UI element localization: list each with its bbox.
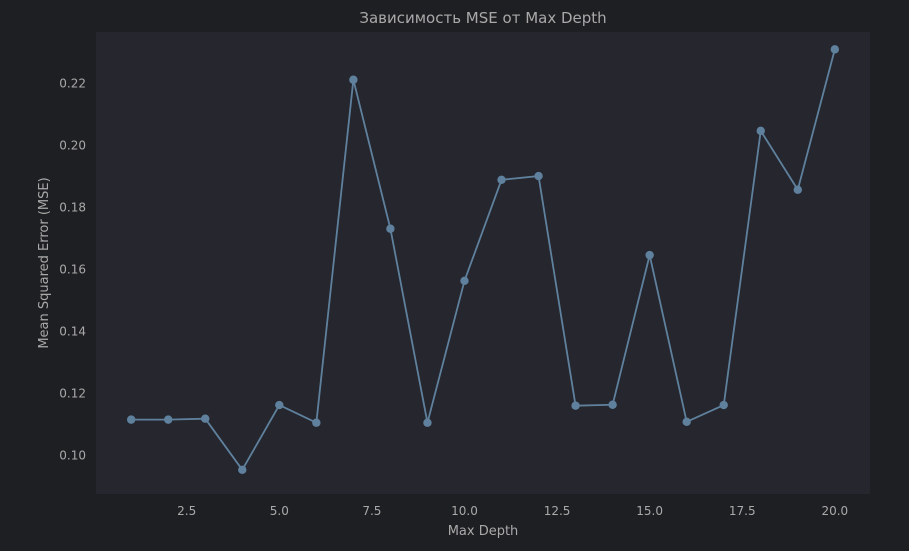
y-axis-label: Mean Squared Error (MSE)	[37, 177, 52, 348]
x-axis-ticks: 2.5 5.0 7.5 10.0 12.5 15.0 17.5 20.0	[177, 504, 848, 518]
data-point	[312, 418, 321, 427]
plot-area	[96, 32, 870, 494]
x-tick-label: 12.5	[544, 504, 571, 518]
data-point	[793, 185, 802, 194]
data-point	[201, 414, 210, 423]
y-tick-label: 0.16	[59, 262, 86, 276]
x-tick-label: 15.0	[636, 504, 663, 518]
data-point	[460, 276, 469, 286]
data-point	[275, 400, 284, 410]
y-tick-label: 0.22	[59, 76, 86, 90]
y-axis-ticks: 0.10 0.12 0.14 0.16 0.18 0.20 0.22	[59, 76, 86, 462]
data-point	[608, 400, 617, 409]
data-point	[645, 250, 654, 260]
data-point	[126, 415, 136, 424]
y-tick-label: 0.20	[59, 138, 86, 152]
data-point	[349, 75, 358, 84]
data-point	[386, 224, 395, 233]
data-point	[497, 175, 506, 185]
chart-title: Зависимость MSE от Max Depth	[359, 9, 606, 27]
x-tick-label: 2.5	[177, 504, 196, 518]
y-tick-label: 0.12	[59, 386, 86, 400]
mse-series	[126, 45, 840, 475]
x-tick-label: 20.0	[821, 504, 848, 518]
data-point	[830, 45, 840, 54]
data-point	[682, 417, 691, 427]
x-tick-label: 10.0	[451, 504, 478, 518]
data-point	[719, 400, 728, 410]
x-tick-label: 7.5	[362, 504, 381, 518]
x-axis-label: Max Depth	[448, 524, 519, 539]
x-tick-label: 5.0	[270, 504, 289, 518]
data-point	[238, 465, 247, 475]
y-tick-label: 0.10	[59, 448, 86, 462]
x-tick-label: 17.5	[729, 504, 756, 518]
data-point	[164, 415, 173, 424]
y-tick-label: 0.18	[59, 200, 86, 214]
data-point	[756, 126, 765, 136]
series-line	[131, 49, 836, 471]
data-point	[423, 418, 432, 427]
y-tick-label: 0.14	[59, 324, 86, 338]
data-point	[571, 401, 580, 410]
data-point	[534, 171, 543, 181]
